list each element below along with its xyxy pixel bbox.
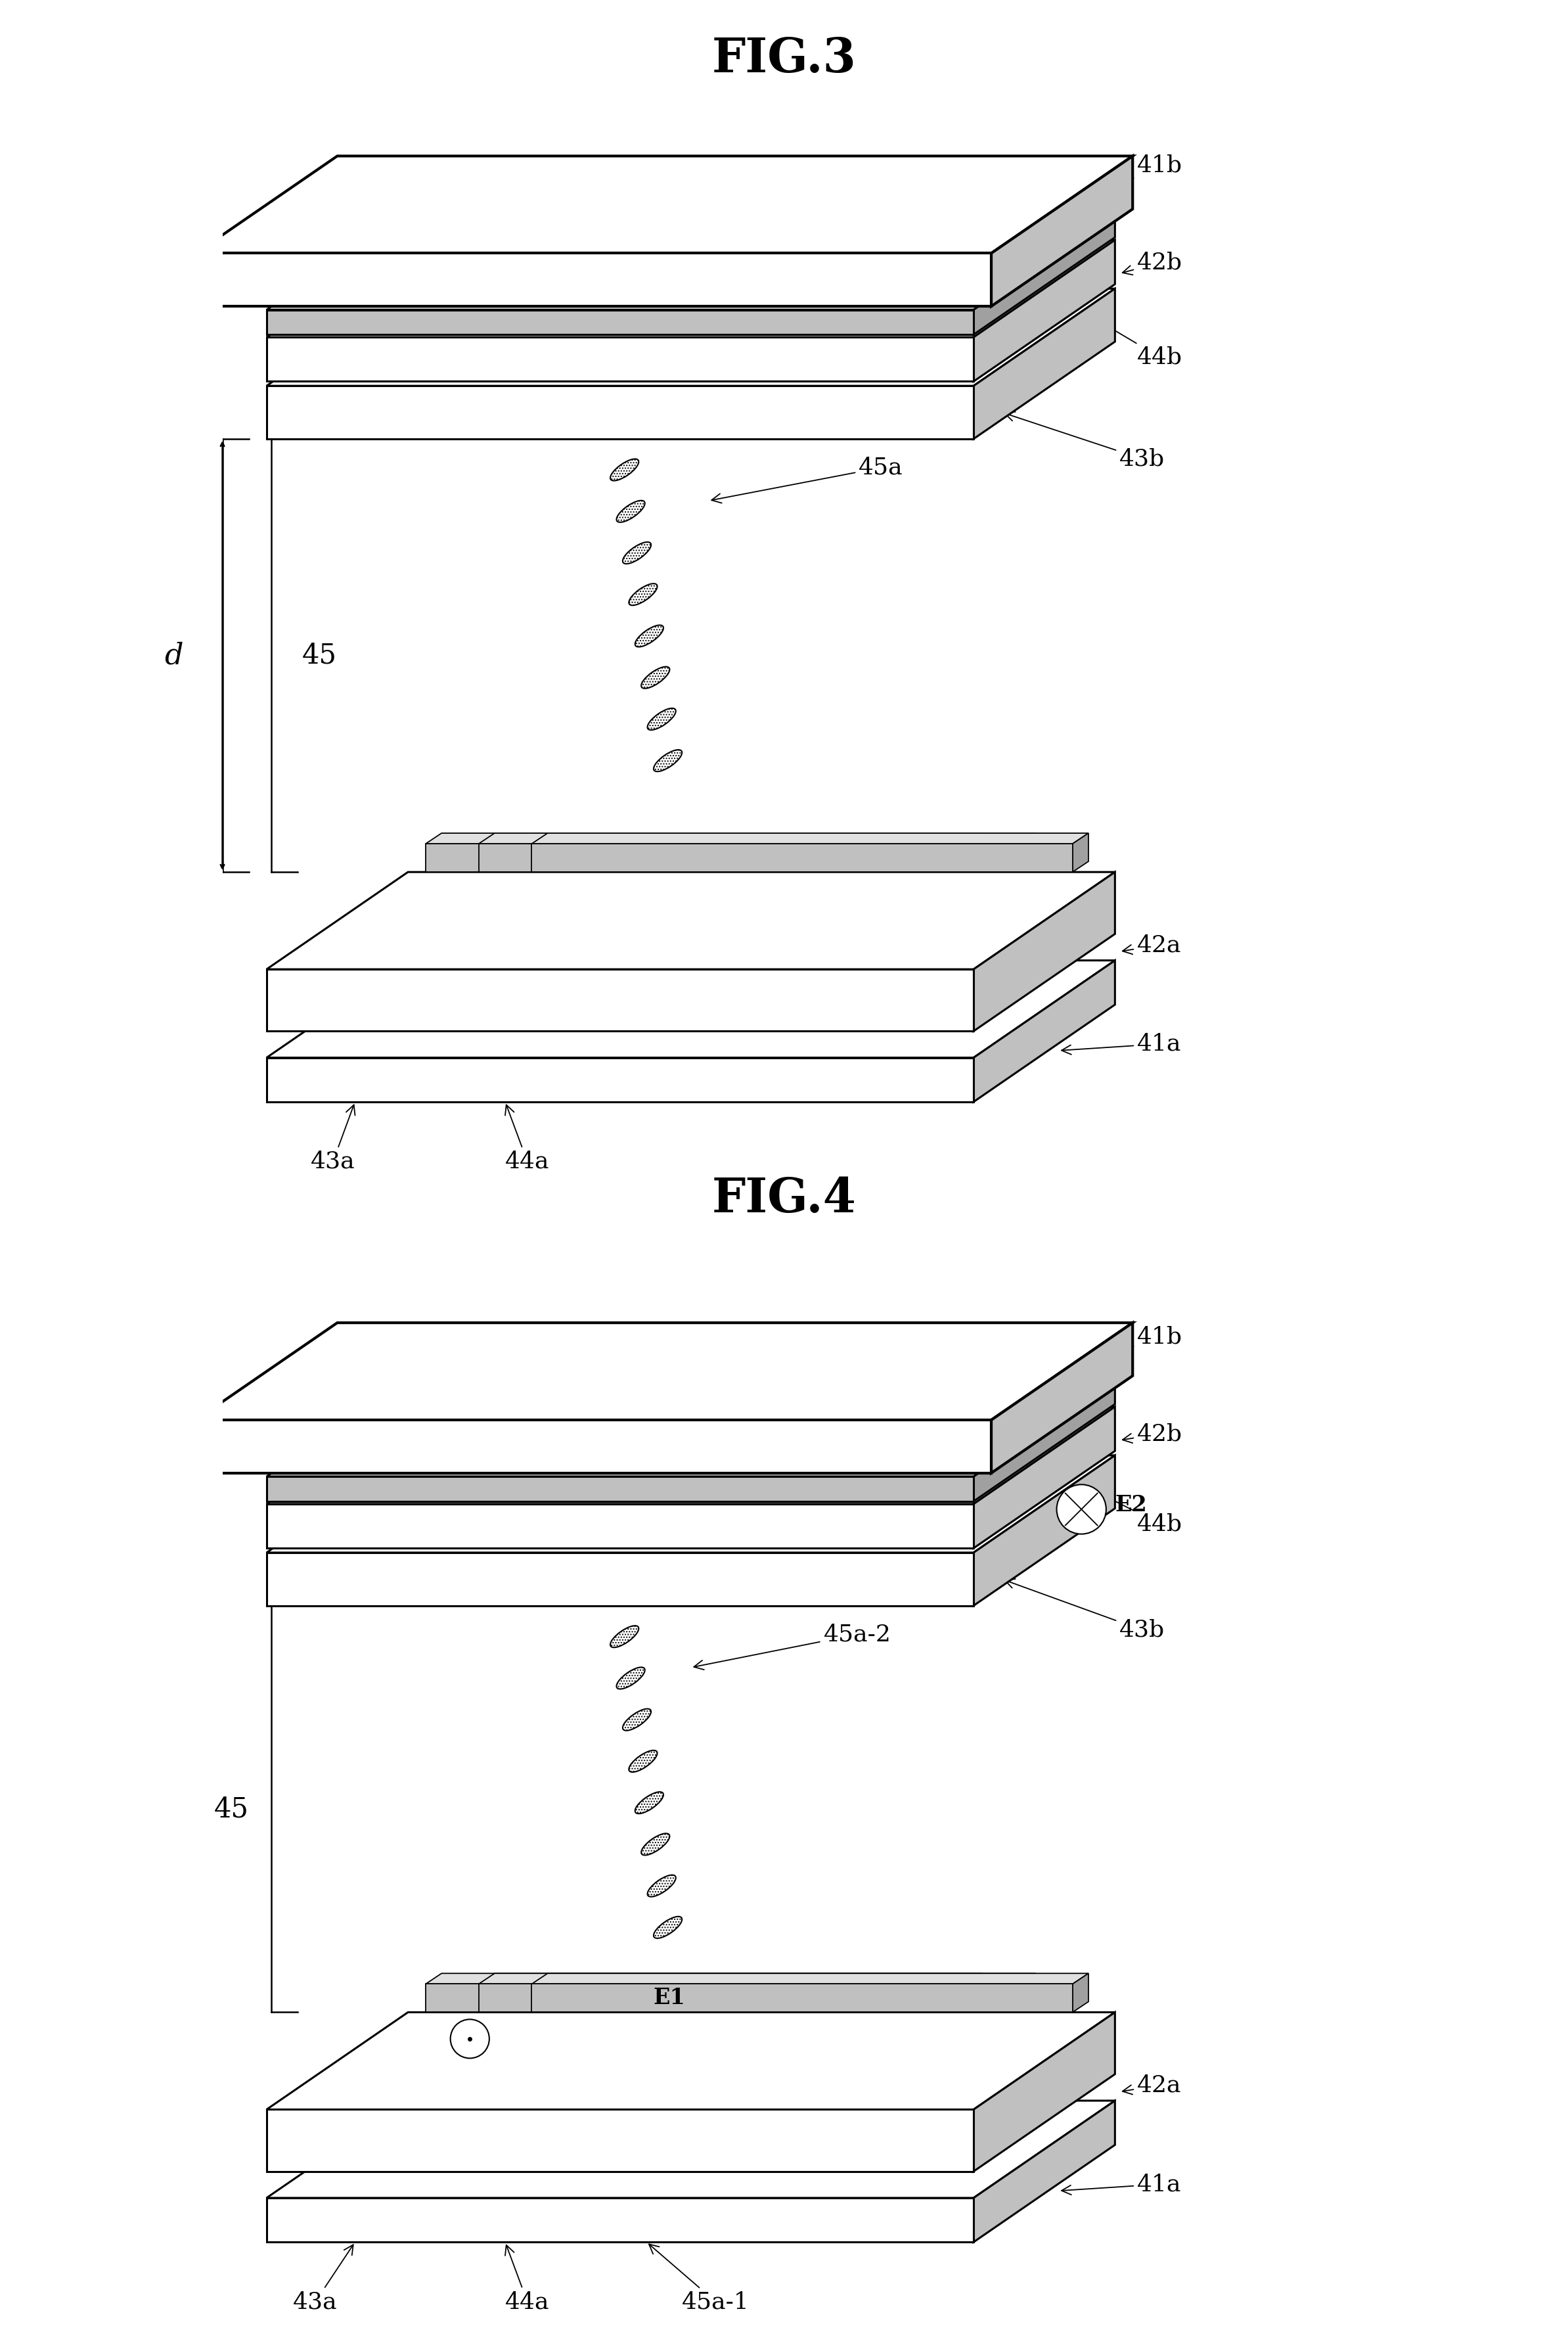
- Polygon shape: [267, 2109, 974, 2172]
- Ellipse shape: [654, 1916, 682, 1937]
- Polygon shape: [425, 1972, 983, 1984]
- Polygon shape: [267, 2198, 974, 2243]
- Text: 43b: 43b: [1005, 411, 1165, 470]
- Ellipse shape: [648, 1876, 676, 1897]
- Text: 42b: 42b: [1123, 1422, 1182, 1446]
- Polygon shape: [1073, 1972, 1088, 2012]
- Text: FIG.4: FIG.4: [712, 1176, 856, 1223]
- Ellipse shape: [629, 583, 657, 604]
- Polygon shape: [966, 1972, 983, 2012]
- Text: 43b: 43b: [1005, 1580, 1165, 1641]
- Text: 45a-2: 45a-2: [695, 1622, 891, 1669]
- Text: 45: 45: [213, 1796, 249, 1822]
- Polygon shape: [974, 240, 1115, 381]
- Polygon shape: [267, 872, 1115, 969]
- Polygon shape: [267, 2012, 1115, 2109]
- Polygon shape: [974, 872, 1115, 1032]
- Text: d: d: [165, 642, 183, 670]
- Polygon shape: [425, 844, 966, 872]
- Polygon shape: [267, 962, 1115, 1058]
- Polygon shape: [196, 254, 991, 306]
- Polygon shape: [196, 1420, 991, 1474]
- Polygon shape: [267, 1455, 1115, 1552]
- Ellipse shape: [648, 708, 676, 731]
- Polygon shape: [532, 1984, 1073, 2012]
- Polygon shape: [974, 2102, 1115, 2243]
- Text: 41a: 41a: [1062, 2172, 1181, 2196]
- Polygon shape: [1019, 832, 1035, 872]
- Text: 42a: 42a: [1123, 933, 1181, 957]
- Text: 43a: 43a: [310, 1105, 356, 1173]
- Polygon shape: [267, 1406, 1115, 1505]
- Polygon shape: [267, 1505, 974, 1549]
- Polygon shape: [974, 289, 1115, 440]
- Polygon shape: [478, 832, 1035, 844]
- Text: 45a: 45a: [712, 456, 903, 503]
- Text: 41b: 41b: [1123, 1326, 1182, 1352]
- Polygon shape: [974, 1455, 1115, 1606]
- Polygon shape: [478, 844, 1019, 872]
- Ellipse shape: [635, 625, 663, 647]
- Polygon shape: [267, 1552, 974, 1606]
- Polygon shape: [267, 240, 1115, 336]
- Polygon shape: [974, 212, 1115, 334]
- Polygon shape: [267, 1380, 1115, 1476]
- Polygon shape: [267, 336, 974, 381]
- Circle shape: [450, 2020, 489, 2057]
- Polygon shape: [478, 1984, 1019, 2012]
- Polygon shape: [425, 832, 983, 844]
- Polygon shape: [267, 386, 974, 440]
- Polygon shape: [425, 1984, 966, 2012]
- Polygon shape: [532, 832, 1088, 844]
- Text: E2: E2: [1115, 1493, 1148, 1516]
- Circle shape: [1057, 1483, 1105, 1535]
- Ellipse shape: [654, 750, 682, 771]
- Ellipse shape: [635, 1791, 663, 1813]
- Ellipse shape: [641, 668, 670, 689]
- Text: 44a: 44a: [505, 2245, 549, 2313]
- Text: 42a: 42a: [1123, 2074, 1181, 2097]
- Text: 44a: 44a: [505, 1105, 549, 1173]
- Text: 45a-1: 45a-1: [649, 2245, 750, 2313]
- Text: E1: E1: [654, 1987, 685, 2010]
- Ellipse shape: [641, 1834, 670, 1855]
- Text: 44b: 44b: [1047, 289, 1182, 369]
- Text: 41b: 41b: [1123, 155, 1182, 183]
- Polygon shape: [267, 1476, 974, 1502]
- Polygon shape: [267, 1058, 974, 1103]
- Polygon shape: [974, 2012, 1115, 2172]
- Text: 43a: 43a: [293, 2245, 353, 2313]
- Polygon shape: [267, 2102, 1115, 2198]
- Polygon shape: [966, 832, 983, 872]
- Polygon shape: [974, 1380, 1115, 1502]
- Polygon shape: [196, 1324, 1132, 1420]
- Ellipse shape: [629, 1751, 657, 1773]
- Polygon shape: [267, 212, 1115, 310]
- Ellipse shape: [622, 1709, 651, 1730]
- Polygon shape: [991, 1324, 1132, 1474]
- Text: 42b: 42b: [1123, 252, 1182, 275]
- Polygon shape: [196, 155, 1132, 254]
- Ellipse shape: [610, 458, 638, 480]
- Polygon shape: [267, 310, 974, 334]
- Polygon shape: [1073, 832, 1088, 872]
- Text: FIG.3: FIG.3: [712, 35, 856, 82]
- Ellipse shape: [616, 501, 644, 522]
- Polygon shape: [974, 962, 1115, 1103]
- Polygon shape: [1019, 1972, 1035, 2012]
- Ellipse shape: [622, 543, 651, 564]
- Polygon shape: [532, 844, 1073, 872]
- Polygon shape: [267, 969, 974, 1032]
- Text: 41a: 41a: [1062, 1032, 1181, 1056]
- Polygon shape: [267, 289, 1115, 386]
- Polygon shape: [991, 155, 1132, 306]
- Ellipse shape: [616, 1667, 644, 1688]
- Polygon shape: [478, 1972, 1035, 1984]
- Polygon shape: [974, 1406, 1115, 1549]
- Text: 44b: 44b: [1047, 1467, 1182, 1535]
- Polygon shape: [532, 1972, 1088, 1984]
- Ellipse shape: [610, 1625, 638, 1648]
- Text: 45: 45: [303, 642, 337, 670]
